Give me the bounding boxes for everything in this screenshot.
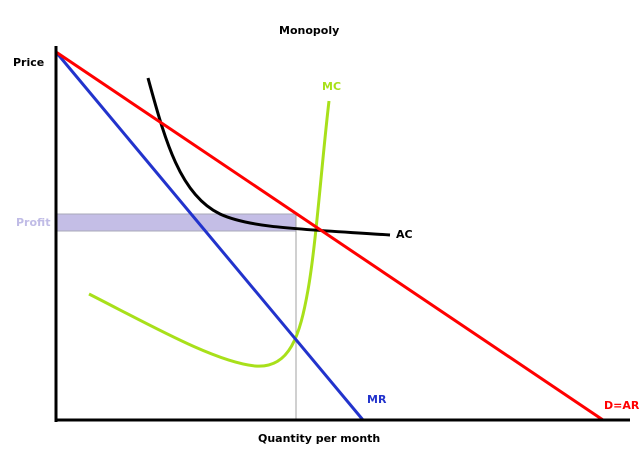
mc-label: MC: [322, 80, 342, 93]
chart-title: Monopoly: [279, 24, 340, 37]
profit-area: [56, 213, 297, 232]
x-axis-label: Quantity per month: [258, 432, 381, 445]
y-axis-label: Price: [13, 56, 45, 69]
ac-curve: [146, 77, 391, 237]
ac-label: AC: [396, 228, 413, 241]
demand-label: D=AR: [604, 399, 640, 412]
mr-label: MR: [367, 393, 387, 406]
profit-label: Profit: [16, 216, 51, 229]
demand-line: [55, 50, 604, 422]
mr-line: [54, 51, 365, 421]
mc-curve: [88, 100, 331, 368]
